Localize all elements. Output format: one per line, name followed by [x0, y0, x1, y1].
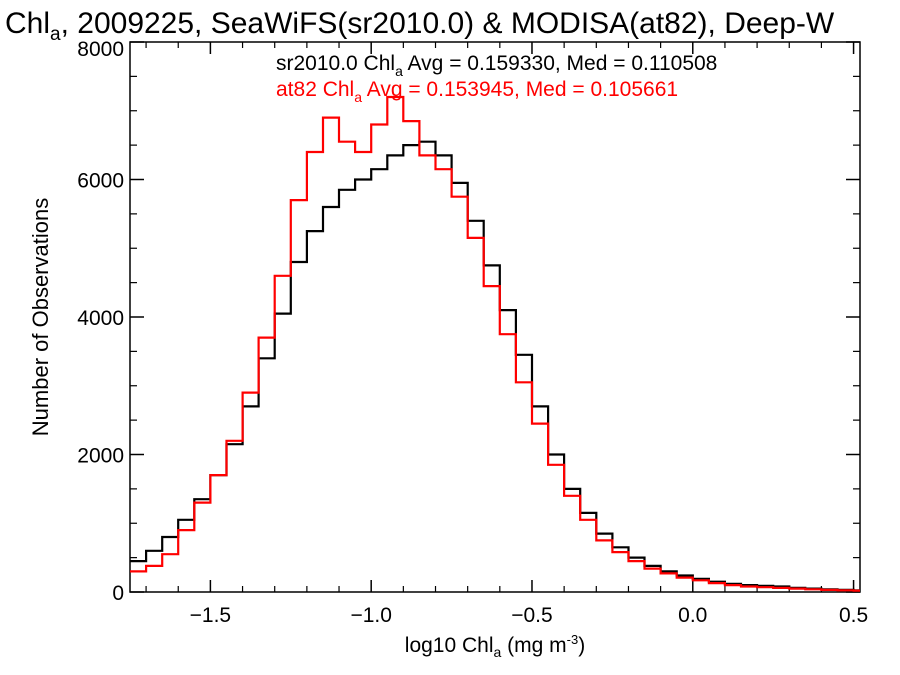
- chart-title: Chla, 2009225, SeaWiFS(sr2010.0) & MODIS…: [5, 7, 835, 45]
- annotation-sr2010-rest: Avg = 0.159330, Med = 0.110508: [403, 52, 718, 75]
- x-tick-label: −0.5: [511, 604, 552, 627]
- x-tick-label: 0.5: [839, 604, 868, 627]
- x-tick-label: −1.5: [190, 604, 231, 627]
- series-layer: [130, 95, 860, 592]
- y-tick-label: 2000: [77, 445, 124, 468]
- x-axis-label-mid: (mg m: [501, 634, 566, 657]
- chart-title-prefix: Chl: [5, 7, 50, 40]
- x-axis: −1.5 −1.0 −0.5 0.0 0.5: [145, 42, 868, 627]
- y-tick-label: 4000: [77, 307, 124, 330]
- y-tick-label: 8000: [77, 38, 124, 61]
- y-tick-label: 0: [112, 582, 124, 605]
- x-axis-label-prefix: log10 Chl: [405, 634, 494, 657]
- annotation-sr2010-prefix: sr2010.0 Chl: [276, 52, 395, 75]
- y-axis: 0 2000 4000 6000 8000: [77, 38, 860, 605]
- x-axis-label-superscript: -3: [567, 632, 579, 647]
- annotation-at82: at82 Chla Avg = 0.153945, Med = 0.105661: [276, 78, 678, 105]
- x-axis-label-end: ): [578, 634, 585, 657]
- plot-frame: [129, 41, 861, 593]
- annotation-sr2010: sr2010.0 Chla Avg = 0.159330, Med = 0.11…: [276, 52, 717, 79]
- annotation-at82-subscript: a: [354, 89, 362, 105]
- annotation-at82-prefix: at82 Chl: [276, 78, 354, 101]
- chart-title-subscript: a: [50, 24, 61, 45]
- series-line-at82: [130, 95, 860, 592]
- x-axis-label-subscript: a: [494, 644, 502, 660]
- annotation-at82-rest: Avg = 0.153945, Med = 0.105661: [362, 78, 678, 101]
- x-tick-label: 0.0: [678, 604, 707, 627]
- y-tick-label: 6000: [77, 170, 124, 193]
- chart-title-rest: , 2009225, SeaWiFS(sr2010.0) & MODISA(at…: [61, 7, 835, 40]
- x-tick-label: −1.0: [350, 604, 391, 627]
- x-axis-label: log10 Chla (mg m-3): [405, 632, 585, 660]
- y-axis-label: Number of Observations: [28, 198, 53, 436]
- series-line-sr2010-0: [130, 140, 860, 592]
- annotation-sr2010-subscript: a: [395, 63, 403, 79]
